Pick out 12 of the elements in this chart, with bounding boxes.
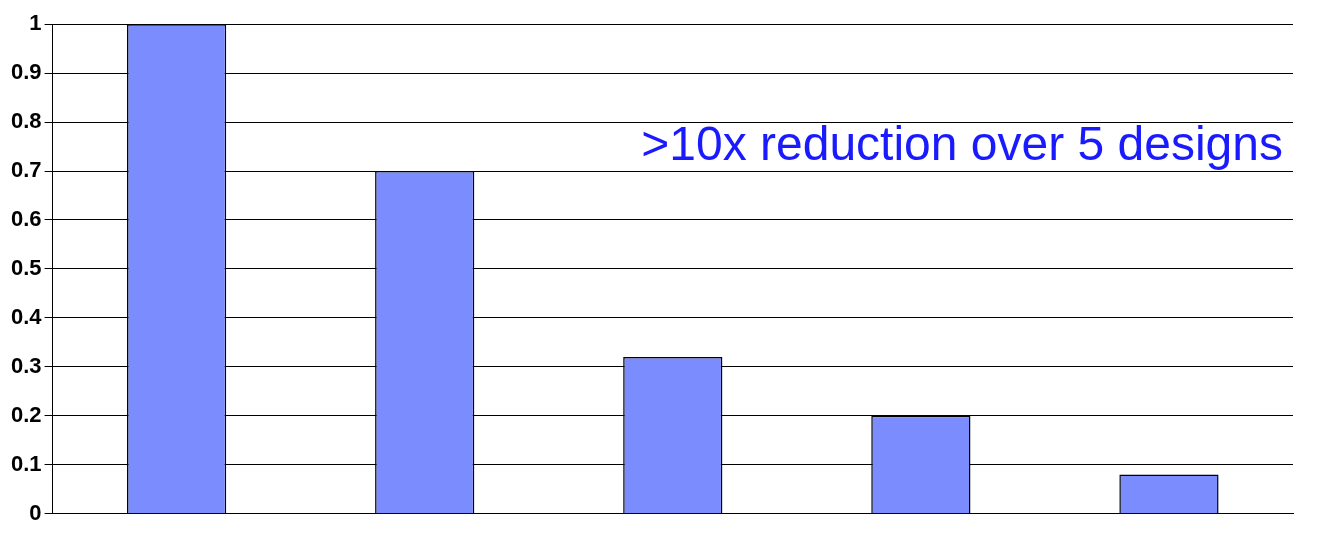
y-tick-label: 1	[29, 10, 42, 36]
y-tick-label: 0.1	[10, 450, 42, 476]
annotation: >10x reduction over 5 designs	[641, 116, 1283, 170]
y-tick-label: 0.7	[10, 157, 42, 183]
y-tick-label: 0.8	[10, 108, 42, 134]
y-tick-label: 0.9	[10, 59, 42, 85]
y-tick-label: 0.6	[10, 206, 42, 232]
y-tick-label: 0.4	[10, 303, 43, 329]
y-tick-label: 0.5	[10, 254, 42, 280]
y-tick-label: 0	[29, 499, 42, 525]
y-tick-label: 0.2	[10, 401, 42, 427]
y-tick-label: 0.3	[10, 352, 42, 378]
